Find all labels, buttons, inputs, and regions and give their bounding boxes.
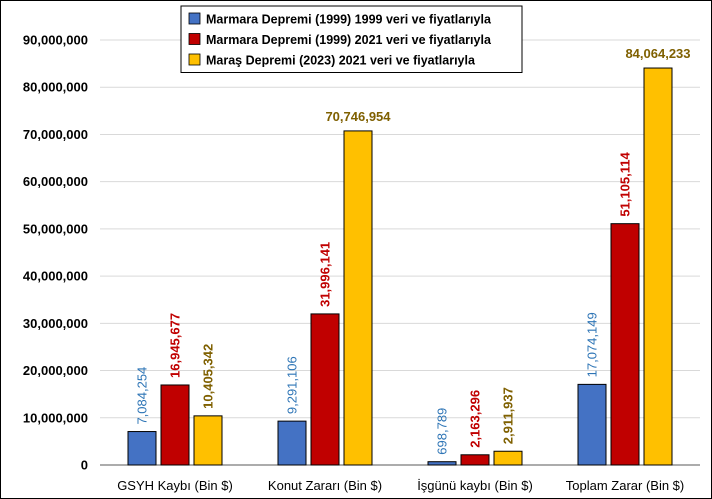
data-label: 70,746,954 [325, 109, 391, 124]
legend-label: Marmara Depremi (1999) 1999 veri ve fiya… [206, 13, 492, 27]
legend-label: Marmara Depremi (1999) 2021 veri ve fiya… [206, 33, 492, 47]
legend: Marmara Depremi (1999) 1999 veri ve fiya… [180, 5, 523, 73]
x-category-label: İşgünü kaybı (Bin $) [417, 478, 533, 493]
y-tick-label: 70,000,000 [23, 127, 88, 142]
data-label: 698,789 [435, 408, 450, 455]
legend-label: Maraş Depremi (2023) 2021 veri ve fiyatl… [206, 54, 476, 68]
bar [310, 313, 340, 466]
grid-lines [100, 39, 700, 466]
bar [427, 461, 457, 466]
data-label: 9,291,106 [285, 356, 300, 414]
data-label: 7,084,254 [135, 367, 150, 425]
bar [343, 130, 373, 466]
data-label: 2,163,296 [468, 390, 483, 448]
legend-swatch [188, 33, 201, 45]
y-tick-label: 40,000,000 [23, 269, 88, 284]
bar [277, 420, 307, 466]
bar [160, 384, 190, 466]
data-label: 10,405,342 [200, 344, 215, 409]
x-category-label: GSYH Kaybı (Bin $) [117, 478, 233, 493]
bar [193, 415, 223, 466]
legend-box [180, 5, 523, 73]
y-tick-label: 0 [81, 458, 88, 473]
data-label: 16,945,677 [168, 313, 183, 378]
y-axis-ticks: 0 10,000,000 20,000,000 30,000,000 40,000,00… [23, 33, 88, 473]
bar [460, 454, 490, 466]
y-tick-label: 10,000,000 [23, 410, 88, 425]
legend-swatch [188, 53, 201, 66]
data-label: 84,064,233 [625, 46, 690, 61]
y-tick-label: 60,000,000 [23, 174, 88, 189]
data-labels: 7,084,254 16,945,677 10,405,342 9,291,106 31… [135, 46, 691, 455]
x-category-label: Konut Zararı (Bin $) [268, 478, 382, 493]
legend-swatch [188, 12, 201, 25]
bar [127, 431, 157, 466]
x-axis-categories: GSYH Kaybı (Bin $) Konut Zararı (Bin $) İş… [117, 478, 684, 493]
data-label: 17,074,149 [585, 312, 600, 377]
y-tick-label: 90,000,000 [23, 33, 88, 48]
data-label: 51,105,114 [618, 152, 633, 217]
bar [493, 450, 523, 466]
x-category-label: Toplam Zarar (Bin $) [566, 478, 684, 493]
y-tick-label: 30,000,000 [23, 316, 88, 331]
bars [127, 67, 673, 466]
y-tick-label: 80,000,000 [23, 80, 88, 95]
bar [610, 223, 640, 466]
bar [577, 383, 607, 466]
data-label: 2,911,937 [501, 387, 516, 444]
y-tick-label: 50,000,000 [23, 221, 88, 236]
y-tick-label: 20,000,000 [23, 363, 88, 378]
bar [643, 67, 673, 466]
data-label: 31,996,141 [318, 242, 333, 307]
